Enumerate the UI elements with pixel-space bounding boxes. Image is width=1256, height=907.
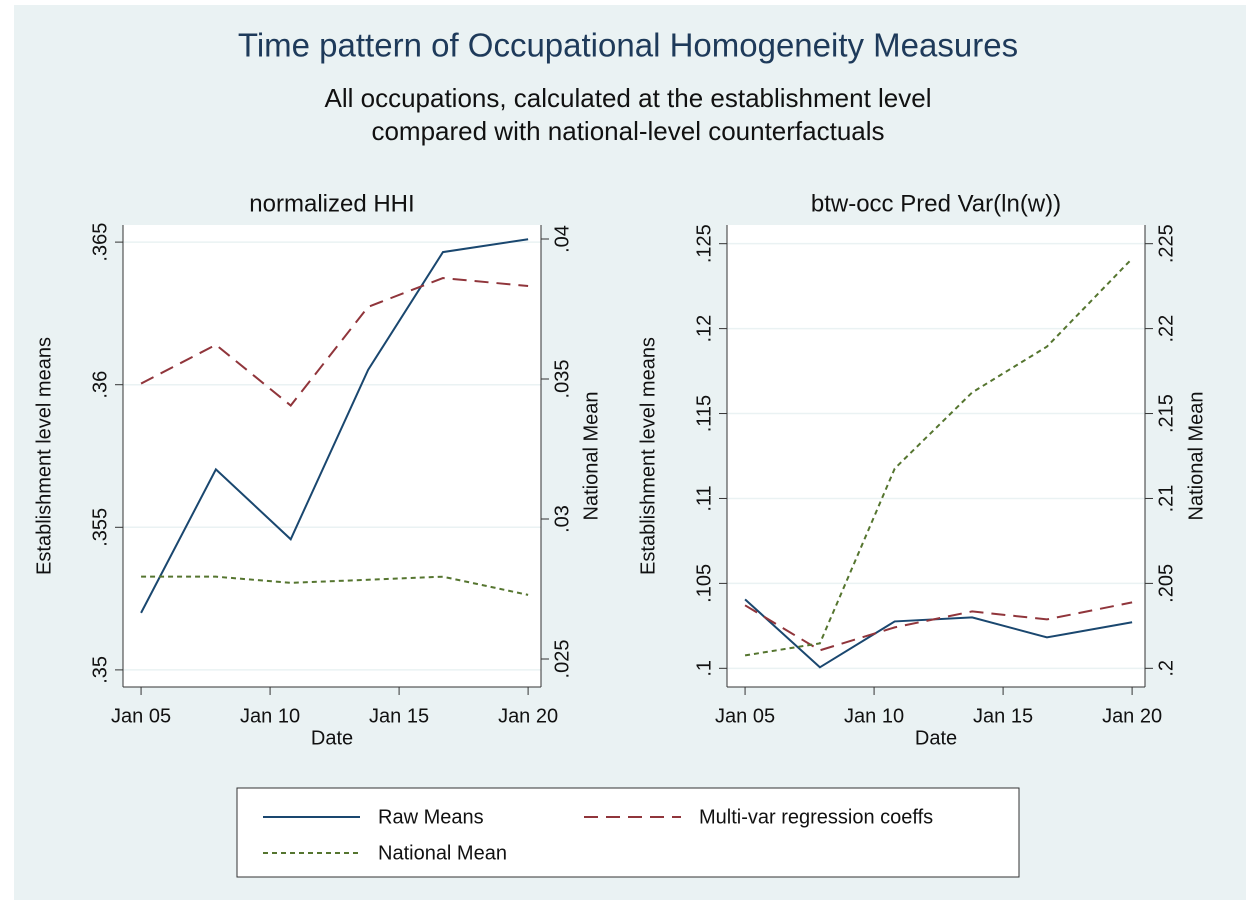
series-line bbox=[140, 238, 529, 614]
x-tick-label: Jan 15 bbox=[369, 705, 429, 727]
x-tick-label: Jan 10 bbox=[240, 705, 300, 727]
panel-title: normalized HHI bbox=[249, 190, 414, 217]
y-tick-label: .36 bbox=[89, 371, 111, 399]
y2-tick-label: .215 bbox=[1155, 394, 1177, 433]
series-line bbox=[141, 575, 529, 596]
figure-title: Time pattern of Occupational Homogeneity… bbox=[238, 27, 1018, 64]
y-tick-label: .105 bbox=[693, 564, 715, 603]
x-tick-label: Jan 15 bbox=[973, 705, 1033, 727]
y2-tick-label: .21 bbox=[1155, 485, 1177, 513]
y-tick-label: .1 bbox=[693, 660, 715, 677]
legend: Raw Means Multi-var regression coeffs Nati… bbox=[236, 787, 1020, 878]
y2-tick-label: .225 bbox=[1155, 224, 1177, 263]
y2-tick-label: .22 bbox=[1155, 315, 1177, 343]
y-tick-label: .125 bbox=[693, 224, 715, 263]
legend-label: National Mean bbox=[378, 842, 507, 864]
y2-tick-label: .035 bbox=[551, 360, 573, 399]
y-tick-label: .35 bbox=[89, 656, 111, 684]
x-tick-label: Jan 05 bbox=[715, 705, 775, 727]
x-tick-label: Jan 20 bbox=[1102, 705, 1162, 727]
y-tick-label: .11 bbox=[693, 485, 715, 511]
y-tick-label: .355 bbox=[89, 508, 111, 547]
x-axis-title: Date bbox=[915, 727, 957, 749]
y2-tick-label: .04 bbox=[551, 225, 573, 253]
y-tick-label: .115 bbox=[693, 395, 715, 432]
plot-area bbox=[727, 225, 1145, 687]
x-axis-title: Date bbox=[311, 727, 353, 749]
x-tick-label: Jan 10 bbox=[844, 705, 904, 727]
y-tick-label: .365 bbox=[89, 223, 111, 262]
y-tick-label: .12 bbox=[693, 315, 715, 343]
legend-box bbox=[236, 787, 1020, 878]
x-tick-label: Jan 20 bbox=[498, 705, 558, 727]
series-line bbox=[744, 601, 1133, 652]
y2-tick-label: .205 bbox=[1155, 564, 1177, 603]
y-axis-title: Establishment level means bbox=[637, 337, 659, 575]
series-line bbox=[744, 257, 1133, 657]
figure-subtitle: All occupations, calculated at the estab… bbox=[324, 83, 931, 113]
y2-axis-title: National Mean bbox=[1185, 392, 1207, 521]
legend-label: Raw Means bbox=[378, 806, 484, 828]
y2-tick-label: .2 bbox=[1155, 660, 1177, 677]
x-tick-label: Jan 05 bbox=[111, 705, 171, 727]
plot-area bbox=[123, 225, 541, 687]
y2-axis-title: National Mean bbox=[580, 392, 602, 521]
legend-label: Multi-var regression coeffs bbox=[699, 806, 933, 828]
y2-tick-label: .03 bbox=[551, 505, 573, 533]
series-line bbox=[140, 277, 529, 407]
panel-title: btw-occ Pred Var(ln(w)) bbox=[811, 190, 1061, 217]
y2-tick-label: .025 bbox=[551, 640, 573, 679]
figure-subtitle: compared with national-level counterfact… bbox=[371, 116, 884, 146]
y-axis-title: Establishment level means bbox=[33, 337, 55, 575]
